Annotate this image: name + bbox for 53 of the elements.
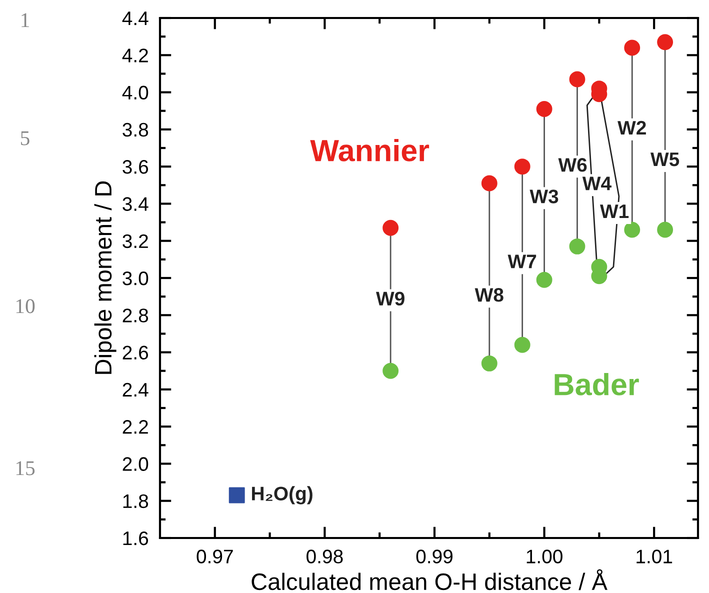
series-label: Bader xyxy=(554,372,639,396)
y-axis-title: Dipole moment / D xyxy=(94,181,116,374)
y-tick-label: 4.0 xyxy=(122,86,148,100)
point xyxy=(657,34,674,50)
annotation: W2 xyxy=(618,120,646,134)
x-tick-label: 0.99 xyxy=(416,550,452,564)
point xyxy=(514,336,530,353)
y-tick-label: 2.8 xyxy=(122,308,148,322)
y-tick-label: 2.6 xyxy=(122,346,148,360)
y-tick-label: 3.4 xyxy=(122,197,148,211)
point xyxy=(514,158,530,175)
y-tick-label: 1.8 xyxy=(123,494,148,508)
y-tick-label: 3.2 xyxy=(122,234,148,248)
point xyxy=(481,175,498,192)
annotation: W9 xyxy=(376,292,404,306)
annotation: W1 xyxy=(600,204,629,218)
point xyxy=(481,355,498,372)
point xyxy=(657,222,674,238)
x-tick-label: 1.00 xyxy=(526,550,562,564)
series-label: Wannier xyxy=(310,138,430,162)
x-tick-label: 1.01 xyxy=(636,550,672,564)
annotation: W5 xyxy=(650,152,680,166)
point xyxy=(569,238,586,254)
y-tick-label: 4.2 xyxy=(122,48,148,62)
y-tick-label: 1.6 xyxy=(123,531,148,546)
point xyxy=(624,222,640,238)
y-tick-label: 2.2 xyxy=(122,420,148,434)
annotation: W8 xyxy=(474,288,504,302)
annotation: W7 xyxy=(508,254,536,268)
text: 10 xyxy=(16,299,35,314)
x-tick-label: 0.98 xyxy=(306,550,343,564)
x-tick-label: 0.97 xyxy=(196,550,233,564)
point xyxy=(382,362,399,379)
annotation: W3 xyxy=(530,190,558,204)
annotation: W6 xyxy=(558,158,587,172)
annotation: W4 xyxy=(582,176,612,190)
y-tick-label: 3.8 xyxy=(122,122,148,137)
y-tick-label: 4.4 xyxy=(122,12,148,26)
point xyxy=(382,220,399,236)
point xyxy=(624,40,640,56)
text: 15 xyxy=(16,461,35,476)
point xyxy=(536,272,552,288)
text: 1 xyxy=(22,13,29,28)
y-tick-label: 2.0 xyxy=(122,457,148,471)
text: 5 xyxy=(21,131,30,146)
point xyxy=(228,487,245,504)
point xyxy=(569,71,586,88)
y-tick-label: 2.4 xyxy=(122,382,148,396)
point xyxy=(536,101,552,117)
x-axis-title: Calculated mean O-H distance / Å xyxy=(252,569,608,590)
series-label: H₂O(g) xyxy=(252,486,312,504)
y-tick-label: 3.0 xyxy=(122,271,148,286)
y-tick-label: 3.6 xyxy=(122,160,148,174)
